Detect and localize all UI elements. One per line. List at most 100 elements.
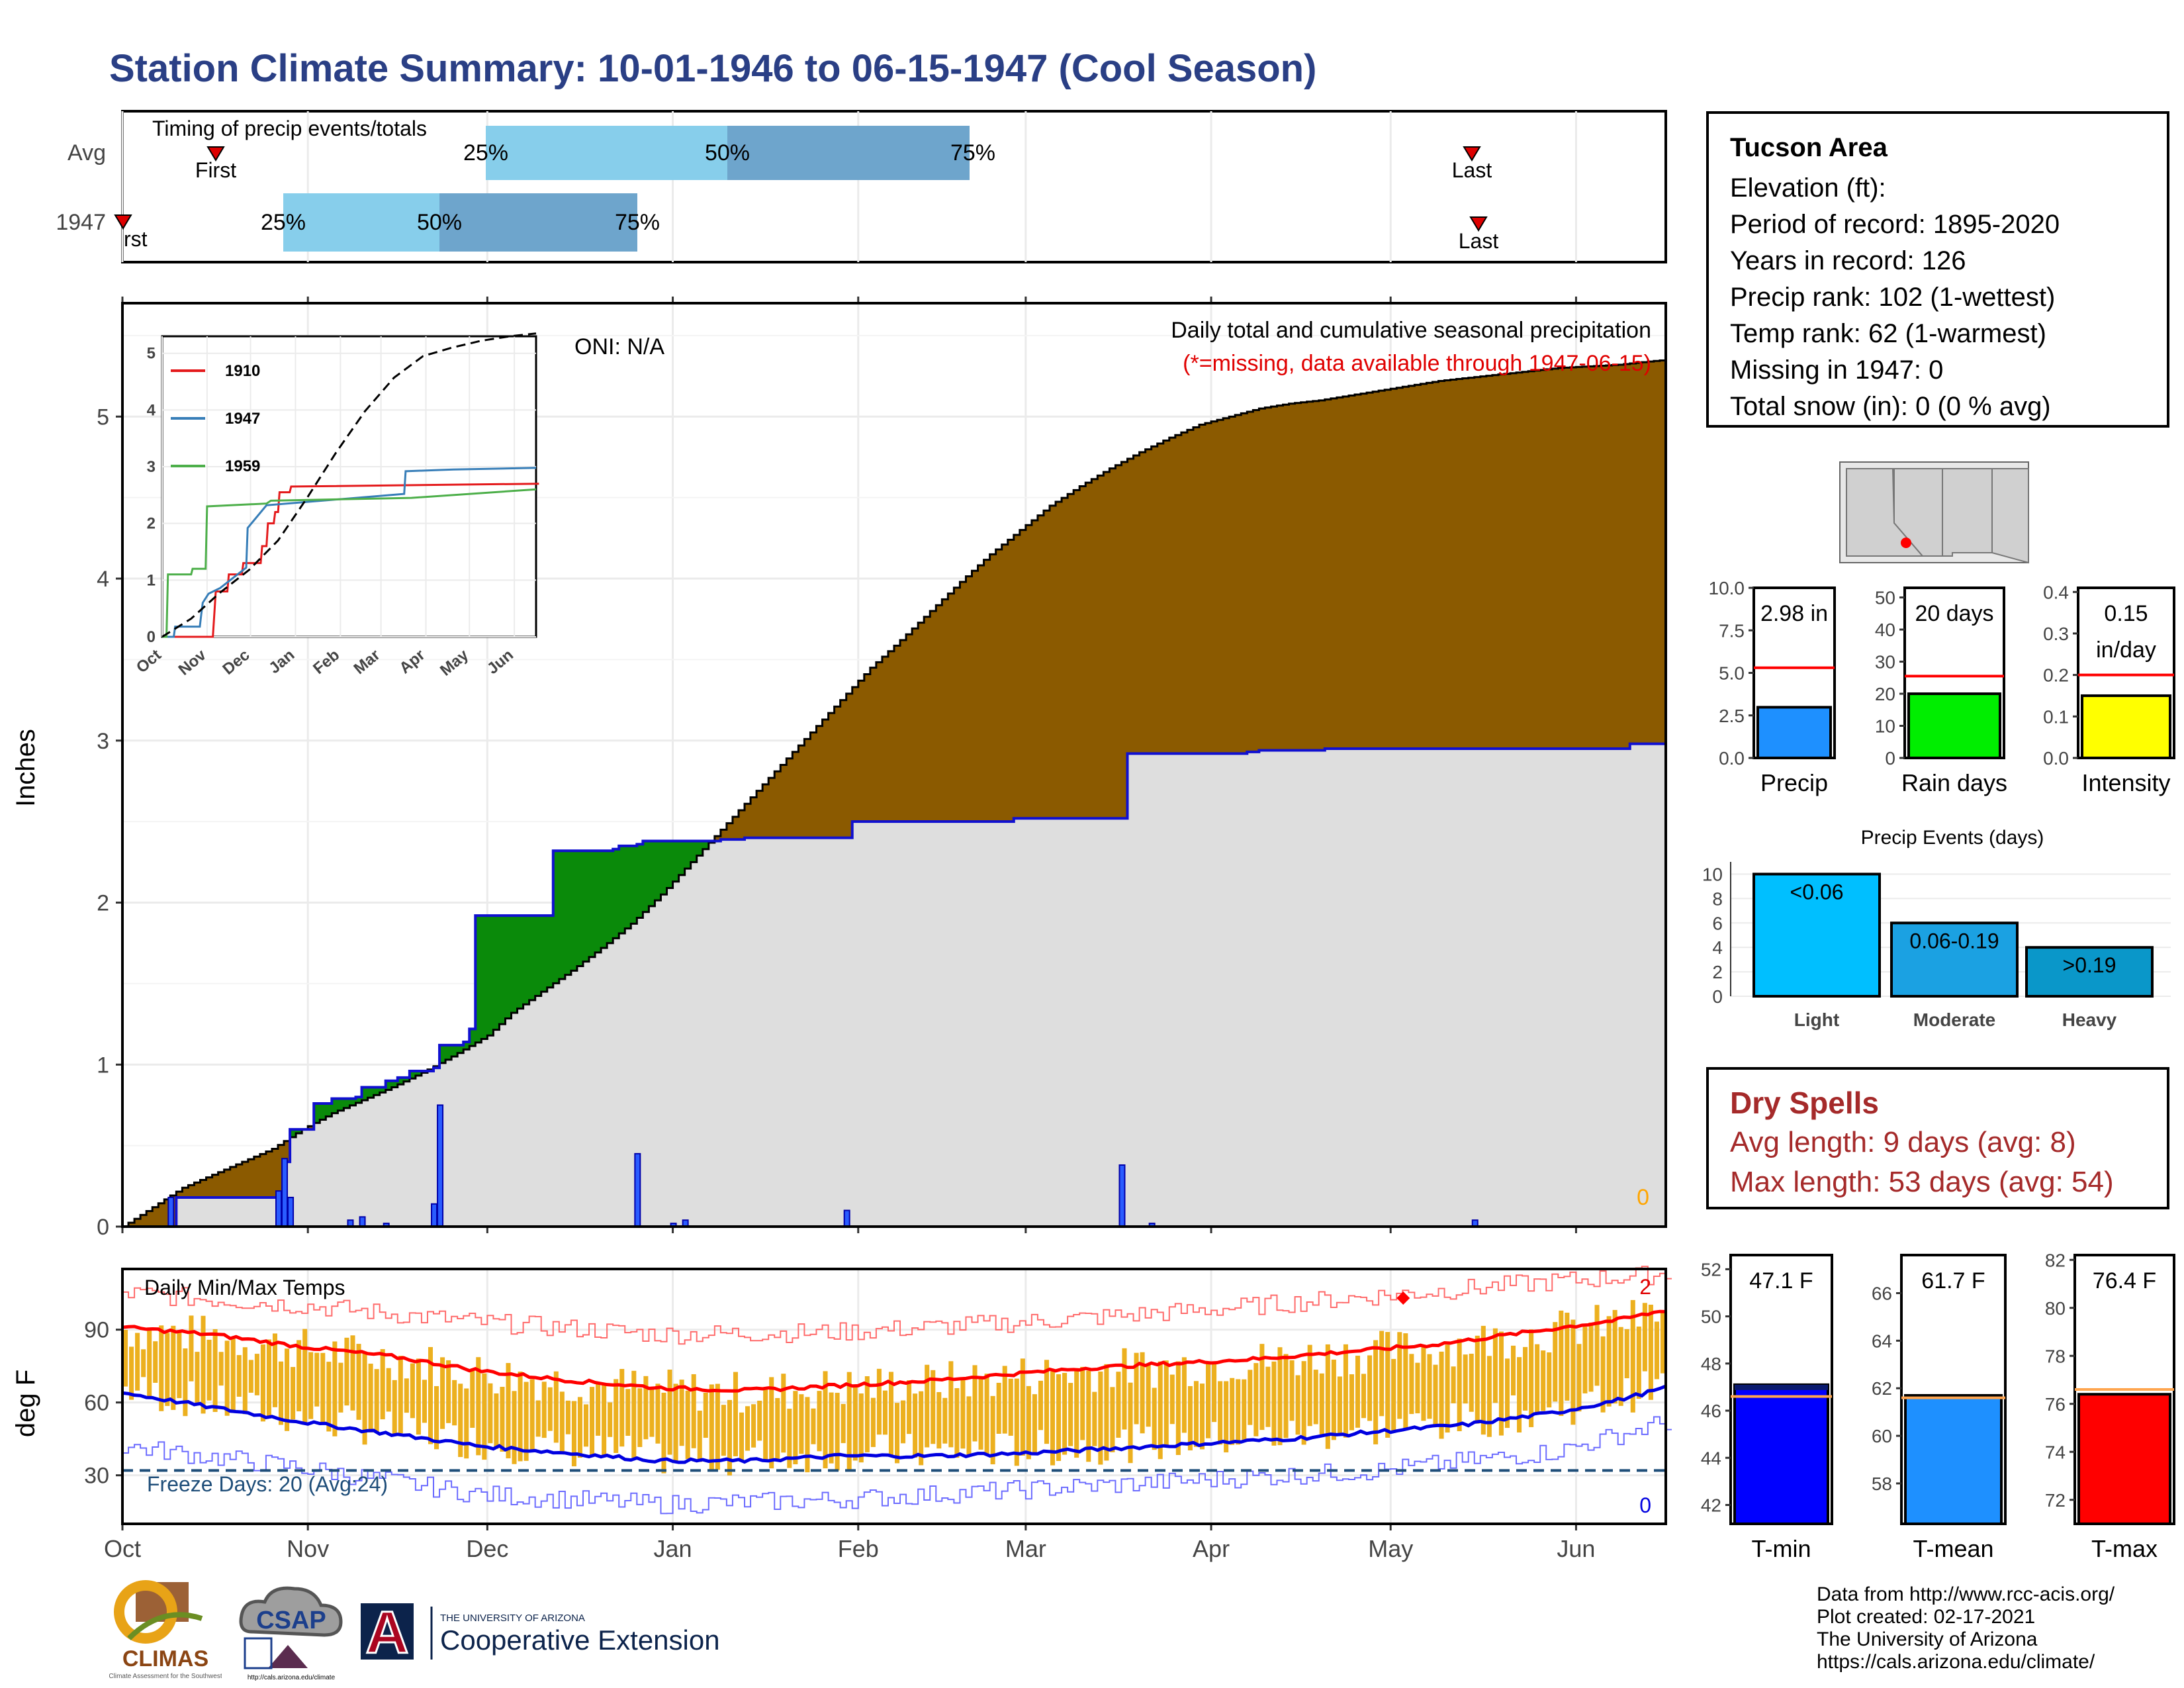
timing-avg-first-label: First — [195, 158, 236, 182]
daily-temp-bar — [1385, 1332, 1390, 1438]
daily-temp-bar — [1427, 1354, 1432, 1419]
daily-temp-bar — [1529, 1329, 1534, 1427]
tmean-bar-tick-label: 58 — [1872, 1474, 1892, 1494]
daily-temp-bar — [1588, 1322, 1594, 1392]
daily-temp-bar — [1409, 1354, 1414, 1415]
inset-y-tick-label: 4 — [147, 401, 156, 419]
daily-temp-bar — [1535, 1344, 1540, 1413]
daily-temp-bar — [1158, 1361, 1163, 1460]
tmax-bar-tick-label: 82 — [2045, 1250, 2066, 1270]
credit-line: https://cals.arizona.edu/climate/ — [1817, 1651, 2095, 1673]
tmax-bar-bar — [2077, 1393, 2171, 1525]
daily-temp-bar — [291, 1367, 296, 1420]
daily-temp-bar — [1660, 1311, 1665, 1374]
climas-logo: CLIMAS Climate Assessment for the Southw… — [109, 1579, 222, 1685]
precip-caption: Daily total and cumulative seasonal prec… — [1171, 318, 1651, 343]
tmin-bar-tick-label: 46 — [1701, 1401, 1721, 1421]
daily-temp-bar — [541, 1382, 547, 1438]
ua-big-text: Cooperative Extension — [440, 1624, 720, 1656]
daily-temp-bar — [1337, 1376, 1342, 1433]
daily-temp-bar — [1421, 1344, 1426, 1421]
precip-mini-label: Precip — [1760, 769, 1828, 796]
daily-temp-bar — [1469, 1354, 1474, 1412]
daily-temp-bar — [715, 1383, 720, 1470]
daily-temp-bar — [1206, 1364, 1211, 1438]
timing-avg-bar-50-75 — [727, 126, 970, 180]
temp-y-tick-label: 90 — [84, 1318, 109, 1343]
daily-temp-bar — [972, 1365, 978, 1442]
daily-temp-bar — [392, 1380, 397, 1436]
tmin-bar-tick-label: 42 — [1701, 1495, 1721, 1516]
csap-logo-art: CSAP http://cals.arizona.edu/climate — [239, 1586, 343, 1681]
intensity-mini-tick-label: 0.3 — [2043, 624, 2069, 644]
daily-temp-bar — [153, 1341, 158, 1383]
precip-mini-bar — [1756, 706, 1832, 759]
inset-y-tick-label: 5 — [147, 345, 156, 363]
daily-temp-bar — [470, 1369, 475, 1428]
daily-temp-bar — [1008, 1378, 1013, 1436]
daily-temp-bar — [931, 1370, 936, 1444]
daily-temp-bar — [1367, 1355, 1373, 1421]
daily-temp-bar — [141, 1349, 146, 1378]
daily-temp-bar — [888, 1372, 893, 1456]
events-bar — [1752, 872, 1881, 998]
csap-logo: CSAP http://cals.arizona.edu/climate — [232, 1585, 351, 1685]
daily-temp-bar — [1050, 1371, 1056, 1466]
daily-precip-bar — [359, 1216, 366, 1228]
daily-temp-bar — [1259, 1344, 1265, 1430]
timing-1947-pct-label: 75% — [615, 210, 660, 235]
timing-1947-last-label: Last — [1459, 229, 1499, 253]
daily-temp-bar — [913, 1393, 918, 1458]
credit-line: Plot created: 02-17-2021 — [1817, 1606, 2036, 1628]
precip-missing-note: (*=missing, data available through 1947-… — [1183, 351, 1651, 376]
timing-avg-pct-label: 25% — [463, 140, 508, 165]
dry-spells-title: Dry Spells — [1730, 1086, 1879, 1120]
precip-mini-value-label: 2.98 in — [1760, 601, 1828, 626]
daily-temp-bar — [1193, 1381, 1199, 1447]
daily-temp-bar — [195, 1352, 200, 1403]
month-tick-label: May — [1368, 1535, 1413, 1562]
daily-temp-bar — [602, 1383, 607, 1456]
daily-temp-bar — [1038, 1380, 1043, 1430]
daily-temp-bar — [1433, 1364, 1438, 1426]
map-state-arizona — [1893, 468, 1943, 557]
daily-temp-bar — [1092, 1391, 1097, 1446]
daily-temp-bar — [829, 1392, 834, 1464]
daily-temp-bar — [1146, 1364, 1151, 1427]
events-tick-label: 0 — [1712, 986, 1723, 1007]
daily-temp-bar — [1265, 1366, 1271, 1427]
daily-temp-bar — [296, 1340, 302, 1412]
daily-temp-bar — [1486, 1356, 1492, 1437]
daily-temp-bar — [1169, 1374, 1175, 1425]
daily-temp-bar — [440, 1357, 445, 1429]
daily-temp-bar — [703, 1392, 708, 1438]
daily-temp-bar — [751, 1404, 756, 1448]
precip-zero-count: 0 — [1637, 1185, 1649, 1210]
daily-temp-bar — [966, 1396, 972, 1456]
daily-temp-bar — [1648, 1304, 1653, 1400]
daily-temp-bar — [1062, 1372, 1068, 1455]
csap-text: CSAP — [256, 1607, 326, 1634]
precip-y-tick-label: 0 — [97, 1215, 109, 1240]
daily-temp-bar — [793, 1391, 798, 1465]
record-max-line — [122, 1266, 1672, 1345]
station-period: Period of record: 1895-2020 — [1730, 210, 2060, 239]
daily-temp-bar — [882, 1390, 887, 1435]
daily-temp-bar — [230, 1336, 236, 1413]
daily-temp-bar — [1480, 1325, 1486, 1435]
daily-temp-bar — [356, 1344, 361, 1420]
month-tick-label: Jun — [1557, 1535, 1595, 1562]
daily-temp-bar — [272, 1333, 278, 1407]
inset-series-line — [162, 483, 539, 638]
daily-temp-bar — [1134, 1352, 1139, 1425]
daily-temp-bar — [553, 1371, 559, 1443]
timing-avg-pct-label: 75% — [950, 140, 995, 165]
daily-temp-bar — [596, 1383, 601, 1436]
timing-1947-bar-25-50 — [283, 193, 439, 252]
inset-y-tick-label: 1 — [147, 571, 156, 589]
daily-temp-bar — [464, 1388, 469, 1459]
inset-y-tick-label: 2 — [147, 515, 156, 533]
map-state-east — [1991, 468, 2029, 564]
daily-temp-bar — [1517, 1357, 1522, 1432]
daily-temp-bar — [1152, 1387, 1157, 1450]
